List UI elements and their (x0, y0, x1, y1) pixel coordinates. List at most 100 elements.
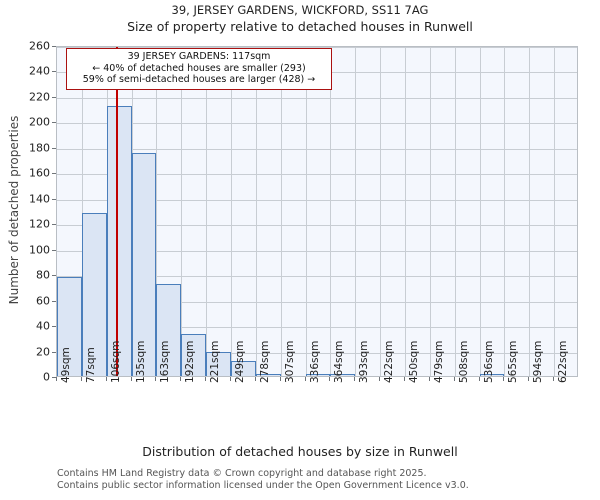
gridline-horizontal (57, 352, 577, 354)
y-axis-tick-label: 140 (29, 192, 50, 206)
gridline-horizontal (57, 148, 577, 150)
histogram-bar (255, 374, 281, 376)
x-axis-tick-mark (478, 377, 480, 381)
gridline-horizontal (57, 276, 577, 278)
gridline-vertical (231, 47, 232, 376)
y-axis-tick-label: 160 (29, 166, 50, 180)
y-axis-tick-label: 40 (36, 319, 50, 333)
x-axis-tick-mark (329, 377, 331, 381)
histogram-bar (181, 334, 207, 376)
gridline-vertical (504, 47, 506, 376)
gridline-vertical (554, 47, 556, 376)
y-axis-tick-label: 220 (29, 90, 50, 104)
y-axis-tick-label: 60 (36, 294, 50, 308)
x-axis-tick-label: 594sqm (532, 340, 545, 383)
gridline-vertical (280, 47, 282, 376)
gridline-vertical (355, 47, 357, 376)
y-axis-tick-label: 180 (29, 141, 50, 155)
x-axis-tick-mark (379, 377, 381, 381)
histogram-bar (479, 374, 505, 376)
histogram-bar (231, 360, 256, 376)
histogram-bar (156, 284, 182, 376)
x-axis-tick-mark (428, 377, 430, 381)
y-axis-tick-mark (52, 300, 56, 302)
gridline-vertical (206, 47, 208, 376)
x-axis-tick-label: 192sqm (184, 340, 197, 383)
y-axis-tick-mark (52, 377, 56, 378)
plot-area (56, 46, 578, 377)
histogram-bar (305, 374, 331, 376)
x-axis-tick-label: 479sqm (432, 340, 445, 383)
x-axis-tick-mark (304, 377, 306, 381)
x-axis-tick-mark (354, 377, 356, 381)
x-axis-tick-mark (80, 377, 82, 381)
x-axis-tick-mark (205, 377, 207, 381)
x-axis-tick-mark (279, 377, 281, 381)
x-axis-tick-label: 278sqm (258, 340, 271, 383)
chart-title-block: 39, JERSEY GARDENS, WICKFORD, SS11 7AG S… (0, 2, 600, 36)
y-axis-tick-mark (52, 275, 56, 277)
y-axis-tick-label: 120 (29, 217, 50, 231)
gridline-horizontal (57, 301, 577, 303)
gridline-horizontal (57, 174, 577, 176)
x-axis-tick-label: 163sqm (159, 340, 172, 383)
gridline-horizontal (57, 47, 577, 48)
x-axis-tick-label: 364sqm (333, 340, 346, 383)
x-axis-tick-mark (180, 377, 182, 381)
x-axis-tick-label: 536sqm (482, 340, 495, 383)
gridline-vertical (454, 47, 456, 376)
y-axis-tick-label: 0 (43, 370, 50, 384)
x-axis-tick-mark (130, 377, 132, 381)
gridline-vertical (529, 47, 531, 376)
x-axis-tick-label: 249sqm (234, 340, 246, 383)
histogram-bar (131, 153, 157, 376)
histogram-bar (81, 213, 107, 376)
x-axis-tick-label: 565sqm (507, 340, 520, 383)
gridline-horizontal (57, 225, 577, 227)
y-axis-tick-label: 260 (29, 39, 50, 53)
y-axis-tick-mark (52, 173, 56, 175)
gridline-vertical (429, 47, 431, 376)
x-axis-tick-mark (254, 377, 256, 381)
gridline-vertical (81, 47, 83, 376)
gridline-horizontal (57, 250, 577, 252)
x-axis-tick-label: 422sqm (383, 340, 396, 383)
gridline-vertical (156, 47, 158, 376)
gridline-vertical (330, 47, 332, 376)
x-axis-tick-label: 393sqm (358, 340, 371, 383)
x-axis-tick-mark (528, 377, 530, 381)
gridline-vertical (255, 47, 257, 376)
histogram-bar (206, 351, 231, 376)
y-axis-tick-mark (52, 96, 56, 98)
y-axis-tick-mark (52, 147, 56, 149)
x-axis-tick-mark (155, 377, 157, 381)
y-axis-tick-label: 240 (29, 64, 50, 78)
y-axis-tick-label: 80 (36, 268, 50, 282)
x-axis-tick-label: 221sqm (209, 340, 222, 383)
x-axis-tick-mark (230, 377, 231, 381)
y-axis-tick-mark (52, 122, 56, 124)
y-axis-title: Number of detached properties (7, 115, 21, 304)
x-axis-tick-label: 450sqm (408, 340, 420, 383)
annotation-line-3: 59% of semi-detached houses are larger (… (82, 74, 316, 85)
attribution-line-2: Contains public sector information licen… (57, 480, 469, 491)
y-axis-tick-mark (52, 249, 56, 251)
property-marker-line (116, 47, 119, 376)
gridline-horizontal (57, 199, 577, 201)
histogram-bar (57, 276, 82, 376)
gridline-vertical (305, 47, 307, 376)
y-axis-tick-mark (52, 71, 56, 73)
chart-subtitle: Size of property relative to detached ho… (127, 19, 473, 34)
gridline-vertical (380, 47, 382, 376)
x-axis-tick-label: 622sqm (557, 340, 570, 383)
x-axis-tick-mark (553, 377, 555, 381)
gridline-horizontal (57, 123, 577, 125)
x-axis-tick-label: 49sqm (60, 347, 72, 383)
x-axis-tick-label: 336sqm (308, 340, 321, 383)
x-axis-tick-mark (453, 377, 455, 381)
y-axis-tick-label: 200 (29, 115, 50, 129)
y-axis-tick-mark (52, 351, 56, 353)
annotation-line-2: ← 40% of detached houses are smaller (29… (92, 62, 306, 74)
gridline-vertical (405, 47, 406, 376)
x-axis-title: Distribution of detached houses by size … (142, 444, 458, 459)
